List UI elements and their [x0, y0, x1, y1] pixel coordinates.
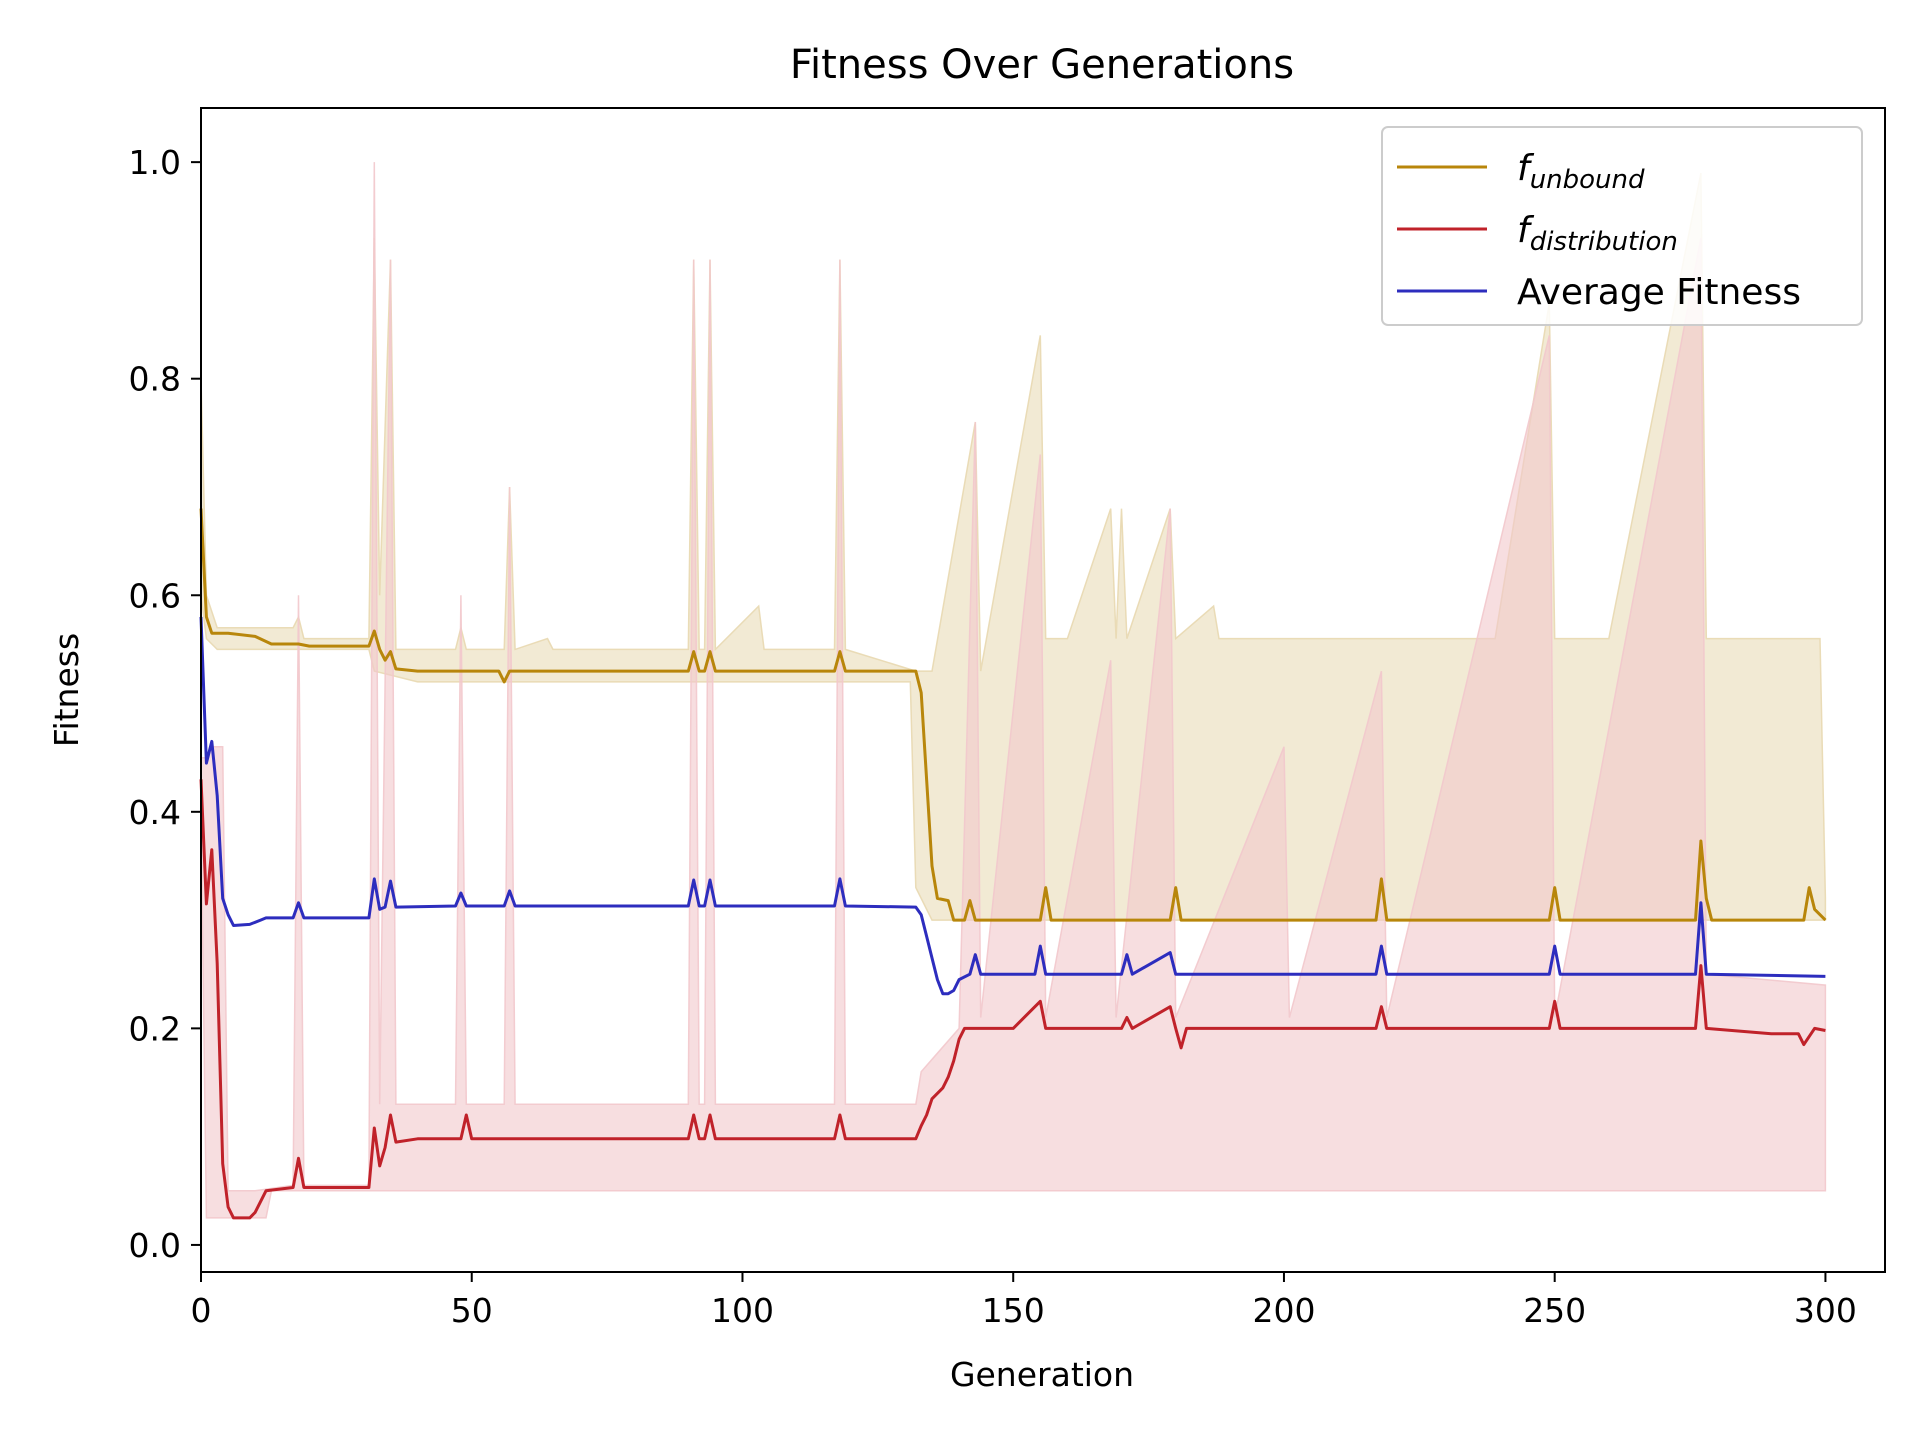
f-distribution-band	[200, 162, 1827, 1219]
y-tick-label: 0.8	[129, 360, 181, 399]
plot-frame	[200, 107, 1886, 1273]
x-axis-label: Generation	[950, 1355, 1134, 1394]
legend-label: Average Fitness	[1517, 272, 1801, 313]
legend: funbound fdistribution Average Fitness	[1381, 126, 1863, 326]
average-fitness-line	[199, 616, 1826, 996]
y-tick-label: 0.0	[129, 1226, 181, 1265]
x-axis-ticks: 0 50 100 150 200 250 300	[191, 1272, 1857, 1330]
x-tick-label: 300	[1794, 1291, 1857, 1330]
y-axis-ticks: 0.0 0.2 0.4 0.6 0.8 1.0	[129, 143, 201, 1265]
chart-title: Fitness Over Generations	[790, 42, 1294, 88]
x-tick-label: 250	[1523, 1291, 1586, 1330]
x-tick-label: 50	[451, 1291, 493, 1330]
series-lines	[199, 508, 1827, 1220]
legend-label: fdistribution	[1517, 210, 1678, 257]
f-unbound-band	[200, 172, 1827, 921]
f-unbound-line	[199, 508, 1827, 922]
y-tick-label: 0.4	[129, 793, 181, 832]
x-tick-label: 100	[711, 1291, 774, 1330]
x-tick-label: 0	[191, 1291, 212, 1330]
y-tick-label: 1.0	[129, 143, 181, 182]
x-tick-label: 200	[1252, 1291, 1315, 1330]
x-tick-label: 150	[982, 1291, 1045, 1330]
y-tick-label: 0.2	[129, 1009, 181, 1048]
legend-label: funbound	[1517, 148, 1645, 195]
y-tick-label: 0.6	[129, 576, 181, 615]
confidence-bands	[200, 162, 1827, 1219]
f-distribution-line	[199, 779, 1826, 1220]
legend-box	[1381, 126, 1863, 326]
y-axis-label: Fitness	[47, 633, 86, 747]
